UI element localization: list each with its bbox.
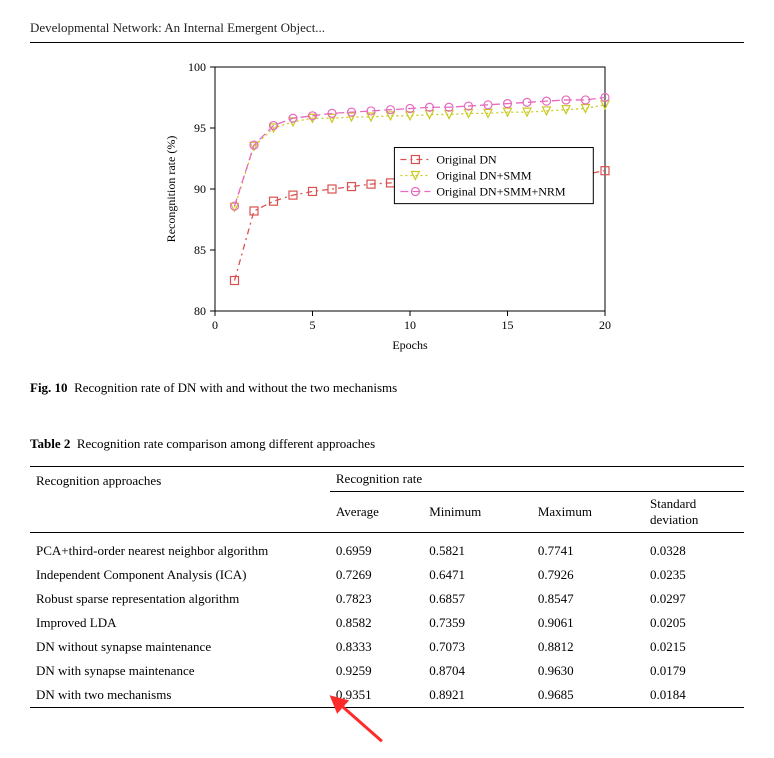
- cell-value: 0.7359: [423, 611, 532, 635]
- cell-value: 0.7823: [330, 587, 423, 611]
- cell-approach: PCA+third-order nearest neighbor algorit…: [30, 539, 330, 563]
- figure-caption-text: Recognition rate of DN with and without …: [74, 380, 397, 395]
- chart-svg: 0 5 10 15 20 80 85 90 95 100 Epochs Recongnition ra…: [157, 57, 617, 357]
- table-caption-label: Table 2: [30, 436, 70, 451]
- header-approaches: Recognition approaches: [30, 467, 330, 533]
- svg-text:85: 85: [194, 243, 206, 257]
- cell-value: 0.8921: [423, 683, 532, 708]
- column-header: Minimum: [423, 492, 532, 533]
- cell-approach: DN with synapse maintenance: [30, 659, 330, 683]
- cell-value: 0.7269: [330, 563, 423, 587]
- figure-10-chart: 0 5 10 15 20 80 85 90 95 100 Epochs Recongnition ra…: [157, 57, 617, 362]
- table-caption: Table 2 Recognition rate comparison amon…: [30, 436, 744, 452]
- table-row: DN without synapse maintenance0.83330.70…: [30, 635, 744, 659]
- svg-text:5: 5: [310, 318, 316, 332]
- header-title: Developmental Network: An Internal Emerg…: [30, 20, 325, 35]
- svg-text:Original DN+SMM+NRM: Original DN+SMM+NRM: [436, 185, 566, 199]
- cell-value: 0.0297: [644, 587, 744, 611]
- svg-text:20: 20: [599, 318, 611, 332]
- figure-caption: Fig. 10 Recognition rate of DN with and …: [30, 380, 744, 396]
- cell-value: 0.7073: [423, 635, 532, 659]
- comparison-table: Recognition approaches Recognition rate …: [30, 466, 744, 708]
- table-row: DN with synapse maintenance0.92590.87040…: [30, 659, 744, 683]
- cell-value: 0.6471: [423, 563, 532, 587]
- cell-value: 0.8704: [423, 659, 532, 683]
- header-recognition-rate: Recognition rate: [330, 467, 744, 492]
- cell-value: 0.0184: [644, 683, 744, 708]
- svg-text:Original DN+SMM: Original DN+SMM: [436, 169, 531, 183]
- cell-value: 0.9351: [330, 683, 423, 708]
- cell-value: 0.9630: [532, 659, 644, 683]
- svg-text:Recongnition rate (%): Recongnition rate (%): [164, 136, 178, 243]
- cell-value: 0.6857: [423, 587, 532, 611]
- svg-text:Original DN: Original DN: [436, 153, 497, 167]
- svg-text:0: 0: [212, 318, 218, 332]
- cell-value: 0.0205: [644, 611, 744, 635]
- page-header: Developmental Network: An Internal Emerg…: [30, 20, 744, 43]
- table-row: Independent Component Analysis (ICA)0.72…: [30, 563, 744, 587]
- cell-value: 0.7741: [532, 539, 644, 563]
- cell-approach: Independent Component Analysis (ICA): [30, 563, 330, 587]
- cell-value: 0.0328: [644, 539, 744, 563]
- table-row: PCA+third-order nearest neighbor algorit…: [30, 539, 744, 563]
- cell-value: 0.8547: [532, 587, 644, 611]
- cell-approach: DN without synapse maintenance: [30, 635, 330, 659]
- cell-value: 0.6959: [330, 539, 423, 563]
- table-caption-text: Recognition rate comparison among differ…: [77, 436, 375, 451]
- svg-text:Epochs: Epochs: [392, 338, 428, 352]
- cell-value: 0.8812: [532, 635, 644, 659]
- svg-text:15: 15: [502, 318, 514, 332]
- svg-text:95: 95: [194, 121, 206, 135]
- svg-text:100: 100: [188, 60, 206, 74]
- column-header: Maximum: [532, 492, 644, 533]
- cell-value: 0.9685: [532, 683, 644, 708]
- svg-text:80: 80: [194, 304, 206, 318]
- cell-value: 0.8582: [330, 611, 423, 635]
- cell-value: 0.7926: [532, 563, 644, 587]
- figure-caption-label: Fig. 10: [30, 380, 68, 395]
- svg-text:10: 10: [404, 318, 416, 332]
- column-header: Standard deviation: [644, 492, 744, 533]
- cell-value: 0.9259: [330, 659, 423, 683]
- cell-value: 0.5821: [423, 539, 532, 563]
- table-row: Improved LDA0.85820.73590.90610.0205: [30, 611, 744, 635]
- svg-text:90: 90: [194, 182, 206, 196]
- cell-value: 0.0235: [644, 563, 744, 587]
- cell-value: 0.0179: [644, 659, 744, 683]
- table-row: DN with two mechanisms0.93510.89210.9685…: [30, 683, 744, 708]
- cell-approach: Robust sparse representation algorithm: [30, 587, 330, 611]
- cell-approach: DN with two mechanisms: [30, 683, 330, 708]
- table-row: Robust sparse representation algorithm0.…: [30, 587, 744, 611]
- table-wrap: Recognition approaches Recognition rate …: [30, 466, 744, 708]
- cell-value: 0.8333: [330, 635, 423, 659]
- cell-value: 0.9061: [532, 611, 644, 635]
- cell-approach: Improved LDA: [30, 611, 330, 635]
- cell-value: 0.0215: [644, 635, 744, 659]
- column-header: Average: [330, 492, 423, 533]
